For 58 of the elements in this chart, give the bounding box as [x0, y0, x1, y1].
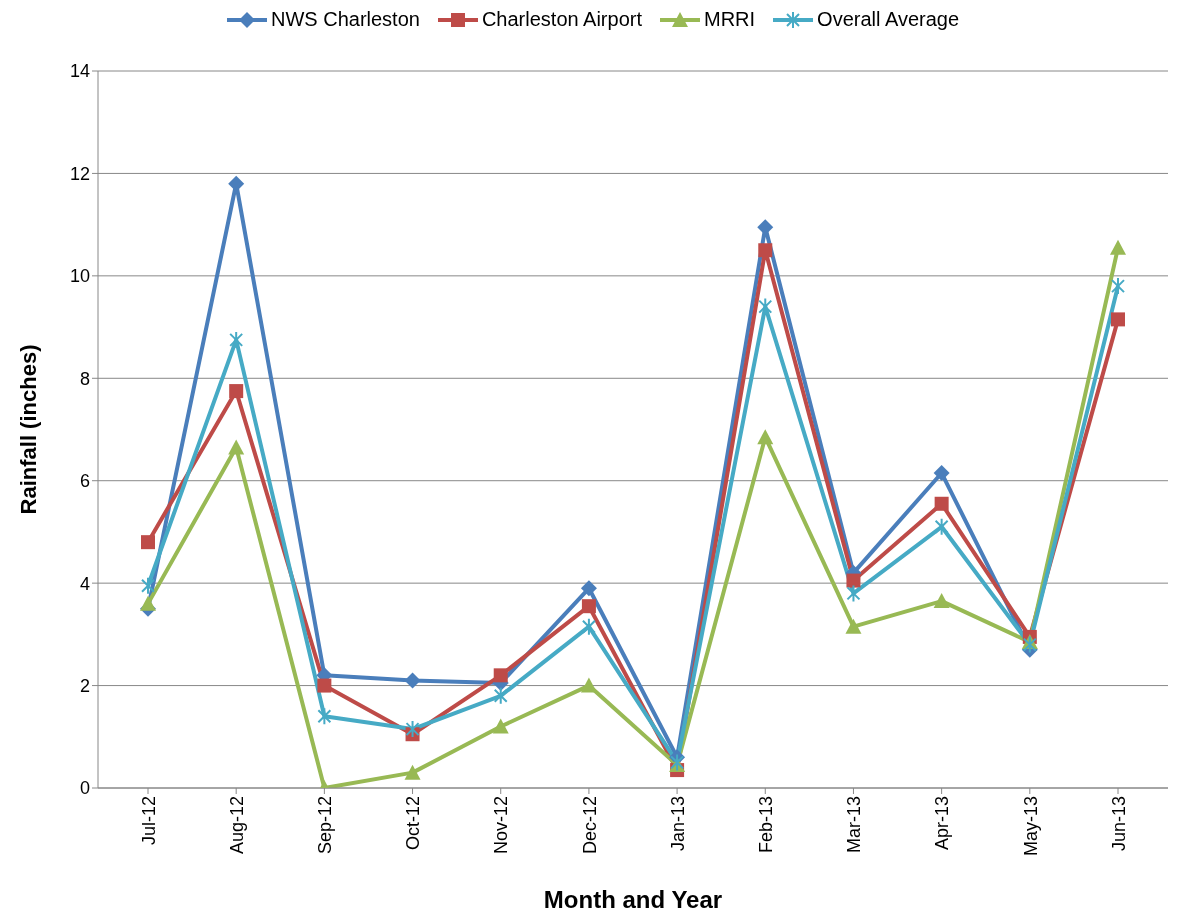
- legend-label: Overall Average: [817, 8, 960, 31]
- point: [758, 297, 773, 316]
- point: [581, 617, 596, 636]
- point: [228, 439, 245, 455]
- point: [141, 576, 155, 595]
- y-tick-label: 10: [69, 266, 90, 287]
- x-axis-title: Month and Year: [543, 886, 723, 913]
- point: [405, 720, 420, 739]
- point: [140, 595, 156, 611]
- legend-label: MRRI: [703, 8, 756, 31]
- x-tick-label: Aug-12: [226, 796, 247, 855]
- y-tick-label: 8: [79, 368, 90, 389]
- point: [317, 707, 332, 726]
- point: [404, 764, 421, 780]
- point: [757, 429, 774, 445]
- x-tick-label: Jun-13: [1108, 796, 1129, 852]
- x-tick-label: Apr-13: [932, 796, 953, 851]
- point: [404, 672, 421, 689]
- x-tick-label: Jan-13: [667, 796, 688, 852]
- x-tick-label: Sep-12: [315, 796, 336, 855]
- x-tick-label: Dec-12: [579, 796, 600, 855]
- point: [758, 243, 773, 258]
- point: [492, 718, 509, 734]
- point: [580, 580, 597, 597]
- x-tick-label: May-13: [1020, 796, 1041, 857]
- point: [493, 668, 508, 683]
- point: [1111, 312, 1125, 327]
- y-tick-label: 6: [79, 471, 90, 492]
- point: [493, 686, 508, 705]
- x-tick-label: Feb-13: [756, 796, 777, 854]
- x-tick-label: Mar-13: [844, 796, 865, 854]
- point: [845, 618, 862, 634]
- point: [846, 584, 861, 603]
- legend-label: Charleston Airport: [481, 8, 642, 31]
- point: [580, 677, 597, 693]
- x-tick-label: Nov-12: [491, 796, 512, 855]
- point: [229, 330, 244, 349]
- point: [934, 517, 949, 536]
- legend-label: NWS Charleston: [270, 8, 420, 31]
- point: [317, 678, 332, 693]
- y-tick-label: 14: [69, 61, 90, 82]
- point: [846, 573, 861, 588]
- x-tick-label: Oct-12: [403, 796, 424, 851]
- point: [581, 599, 596, 614]
- x-tick-label: Jul-12: [138, 796, 159, 846]
- point: [933, 593, 950, 609]
- point: [229, 384, 244, 399]
- point: [1022, 635, 1037, 654]
- point: [934, 496, 949, 511]
- y-tick-label: 2: [79, 675, 90, 696]
- point: [1110, 239, 1126, 255]
- y-tick-label: 0: [79, 778, 90, 799]
- point: [141, 535, 155, 550]
- point: [933, 465, 950, 482]
- point: [1111, 277, 1125, 296]
- y-axis-title: Rainfall (inches): [15, 344, 41, 515]
- y-tick-label: 4: [79, 573, 90, 594]
- y-tick-label: 12: [69, 163, 90, 184]
